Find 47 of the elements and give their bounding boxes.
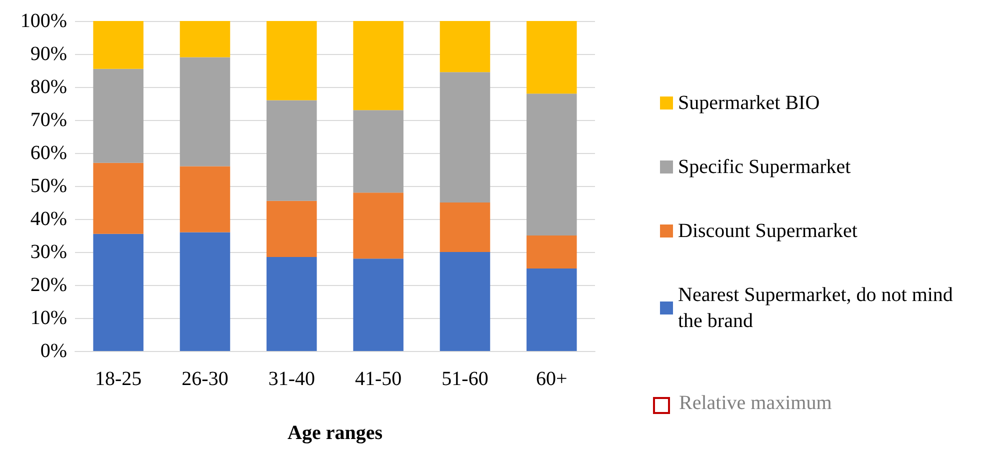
legend-label: Specific Supermarket (678, 156, 852, 178)
text: Relative maximum (679, 392, 832, 414)
y-tick-label: 100% (20, 10, 67, 32)
bar (180, 166, 230, 232)
bar (353, 21, 404, 110)
legend-label: Supermarket BIO (678, 92, 820, 114)
y-tick-label: 30% (30, 241, 67, 263)
x-tick-label: 51-60 (442, 368, 488, 390)
bar (440, 21, 490, 72)
x-tick-label: 18-25 (94, 368, 142, 390)
bar (266, 21, 317, 100)
bar (93, 162, 144, 234)
bar (526, 236, 577, 268)
bar (440, 202, 490, 252)
y-tick-label: 10% (30, 307, 67, 329)
bar (180, 57, 230, 166)
bar (440, 72, 490, 202)
bar (93, 68, 144, 163)
y-tick-label: 60% (30, 142, 67, 164)
y-tick-label: 90% (30, 43, 67, 65)
bar (93, 234, 144, 351)
y-tick-label: 40% (30, 208, 67, 230)
y-tick-label: 80% (30, 76, 67, 98)
bar (266, 200, 317, 257)
x-tick-label: 31-40 (268, 368, 316, 390)
y-tick-label: 0% (40, 340, 67, 362)
bar (266, 100, 317, 201)
bar (180, 232, 230, 351)
x-tick-label: 60+ (536, 368, 568, 390)
bar (353, 192, 404, 259)
y-tick-label: 70% (30, 109, 67, 131)
legend-label: Nearest Supermarket, do not mind the brand (678, 284, 958, 332)
y-tick-label: 20% (30, 274, 67, 296)
bar (526, 21, 577, 94)
bar (440, 252, 490, 351)
bar (353, 110, 404, 193)
bar (93, 21, 144, 69)
bar (526, 268, 577, 351)
y-tick-label: 50% (30, 175, 67, 197)
x-tick-label: 26-30 (182, 368, 228, 390)
x-tick-label: 41-50 (354, 368, 402, 390)
bar (180, 21, 230, 58)
bar (266, 256, 317, 351)
x-axis-title: Age ranges (288, 422, 383, 444)
bar (353, 258, 404, 351)
bar (526, 94, 577, 236)
legend-label: Discount Supermarket (678, 220, 858, 242)
